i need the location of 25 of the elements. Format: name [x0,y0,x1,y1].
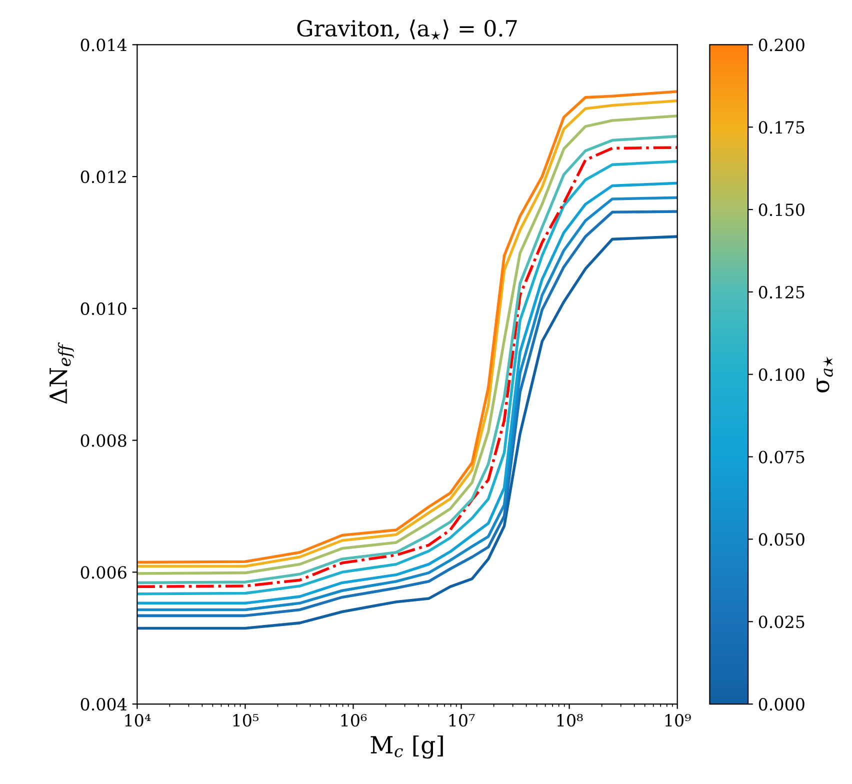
x-tick-label: 10⁵ [233,714,259,727]
x-tick-label: 10⁴ [125,714,151,727]
x-axis-title: M$_{c}$ [g] [370,735,443,759]
color-bar-label: 0.150 [758,203,804,216]
y-tick-label: 0.014 [80,38,127,52]
color-bar-label: 0.200 [758,38,804,52]
y-tick-label: 0.012 [80,170,126,184]
x-tick-label: 10⁹ [665,714,691,727]
color-bar-label: 0.125 [758,286,804,299]
y-tick-label: 0.004 [80,698,127,711]
color-bar-title: σ$_{a⋆}$ [816,356,833,392]
y-tick-label: 0.010 [80,302,126,315]
chart-title: Graviton, ⟨a$_{⋆}$⟩ = 0.7 [297,19,517,40]
x-tick-label: 10⁶ [341,714,367,727]
color-bar-label: 0.075 [758,450,804,464]
color-bar-label: 0.175 [758,121,804,134]
color-bar-label: 0.000 [758,698,804,711]
y-tick-label: 0.006 [80,566,126,579]
color-bar-label: 0.100 [758,368,804,381]
x-tick-label: 10⁷ [449,714,475,727]
y-axis-title: ΔN$_{eff}$ [50,342,74,404]
y-tick-label: 0.008 [80,434,126,447]
color-bar-label: 0.050 [758,533,804,546]
x-tick-label: 10⁸ [557,714,583,727]
color-bar-label: 0.025 [758,616,804,628]
